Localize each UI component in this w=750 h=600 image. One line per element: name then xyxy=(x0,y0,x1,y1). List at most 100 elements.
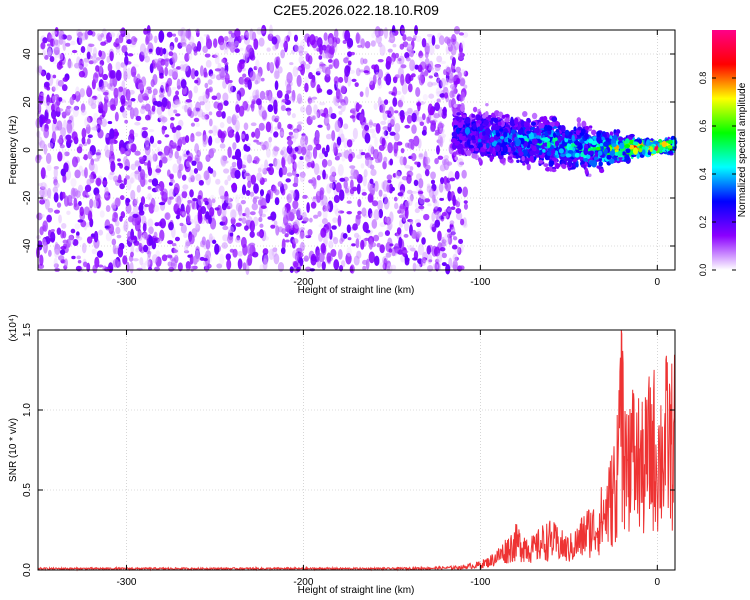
spectrogram-cell xyxy=(328,240,334,249)
spectrogram-cell xyxy=(213,125,219,133)
spectrogram-cell xyxy=(144,55,151,63)
spectrogram-cell xyxy=(424,198,431,203)
spectrogram-cell xyxy=(161,97,168,108)
spectrogram-cell xyxy=(204,201,209,206)
spectrogram-cell xyxy=(243,154,250,161)
spectrogram-cell xyxy=(445,182,452,192)
spectrogram-cell xyxy=(255,72,261,84)
spectrogram-cell xyxy=(362,58,368,65)
spectrogram-cell xyxy=(135,115,142,121)
spectrogram-cell xyxy=(292,133,297,143)
spectrogram-cell xyxy=(268,163,274,167)
spectrogram-cell xyxy=(180,188,187,193)
spectrogram-cell xyxy=(199,65,204,77)
spectrogram-cell xyxy=(272,185,277,194)
spectrogram-cell xyxy=(93,158,100,162)
spectrogram-cell xyxy=(147,258,153,268)
spectrogram-cell xyxy=(109,69,116,79)
spectrogram-cell xyxy=(265,193,271,204)
snr-y-tick-label: 1.0 xyxy=(22,403,33,417)
spectrogram-cell xyxy=(296,207,302,219)
spectrogram-cell xyxy=(333,204,339,215)
spectrogram-cell xyxy=(390,115,396,125)
spectrogram-cell xyxy=(511,129,516,135)
spectrogram-cell xyxy=(286,72,293,84)
spectrogram-cell xyxy=(619,142,625,149)
spectrogram-cell xyxy=(514,117,519,125)
spectrogram-cell xyxy=(447,43,452,48)
spectrogram-cell xyxy=(441,212,447,217)
spectrogram-cell xyxy=(241,217,247,224)
snr-x-tick-label: -100 xyxy=(470,577,490,588)
spectrogram-cell xyxy=(270,211,277,221)
spectrogram-cell xyxy=(220,214,227,223)
spectrogram-cell xyxy=(46,45,52,57)
spectrogram-cell xyxy=(157,238,163,244)
spectrogram-cell xyxy=(245,219,251,225)
spectrogram-cell xyxy=(352,223,358,231)
spectrogram-cell xyxy=(82,156,89,160)
spectrogram-cell xyxy=(492,130,496,135)
spectrogram-cell xyxy=(266,148,271,158)
spectrogram-cell xyxy=(667,144,673,149)
spectrogram-cell xyxy=(418,178,424,189)
spectrogram-cell xyxy=(221,111,226,119)
spectrogram-cell xyxy=(452,236,458,241)
spectrogram-cell xyxy=(299,171,306,178)
spectrogram-cell xyxy=(296,74,302,87)
spectrogram-cell xyxy=(280,247,286,255)
spectrogram-cell xyxy=(226,259,232,270)
spectrogram-cell xyxy=(338,265,344,272)
spectrogram-cell xyxy=(205,59,212,68)
spectrogram-cell xyxy=(130,35,137,46)
spectrogram-cell xyxy=(160,81,167,89)
spectrogram-cell xyxy=(209,194,216,207)
spectrogram-cell xyxy=(328,64,333,70)
spectrogram-cell xyxy=(166,86,172,97)
spectrogram-cell xyxy=(66,34,73,41)
spectrogram-cell xyxy=(53,263,59,269)
spectrogram-cell xyxy=(466,139,471,146)
spectrogram-cell xyxy=(176,130,181,140)
spectrogram-cell xyxy=(286,167,292,173)
spectrogram-cell xyxy=(126,230,132,242)
spectrogram-cell xyxy=(428,44,435,56)
spectrogram-cell xyxy=(176,145,181,152)
spectrogram-cell xyxy=(185,98,192,103)
spectrogram-cell xyxy=(360,152,366,156)
spectrogram-cell xyxy=(398,236,403,249)
spectrogram-cell xyxy=(147,160,151,172)
spectrogram-cell xyxy=(321,218,328,225)
spectrogram-cell xyxy=(164,134,170,138)
spectrogram-cell xyxy=(252,95,257,100)
spectrogram-cell xyxy=(311,96,318,100)
spectrogram-cell xyxy=(312,147,318,159)
colorbar: 0.00.20.40.60.8 Normalized spectral ampl… xyxy=(698,30,748,276)
spectrogram-cell xyxy=(531,121,537,126)
spectrogram-cell xyxy=(414,208,420,214)
spectrogram-cell xyxy=(428,188,435,198)
spectrogram-cell xyxy=(36,64,43,76)
spectrogram-cell xyxy=(516,159,520,163)
spectrogram-cell xyxy=(246,44,253,53)
spectrogram-cell xyxy=(584,167,589,175)
spectrogram-cell xyxy=(178,163,184,172)
spectrogram-cell xyxy=(508,134,513,140)
spectrogram-cell xyxy=(459,265,465,271)
spectrogram-cell xyxy=(599,145,604,151)
spectrogram-cell xyxy=(53,192,59,203)
spectrogram-cell xyxy=(86,51,91,60)
spectrogram-cell xyxy=(331,225,337,230)
spectrogram-cell xyxy=(477,138,482,143)
spectrogram-cell xyxy=(443,155,450,160)
spectrogram-cell xyxy=(135,247,140,253)
spectrogram-cell xyxy=(495,144,501,152)
spectrogram-cell xyxy=(390,36,395,43)
spectrogram-cell xyxy=(408,48,414,57)
spectrogram-cell xyxy=(102,102,108,114)
spectrogram-cell xyxy=(189,253,194,265)
spectrogram-cell xyxy=(426,116,431,124)
spectrogram-cell xyxy=(284,233,289,238)
spectrogram-cell xyxy=(433,246,441,257)
spectrogram-cell xyxy=(394,122,401,133)
